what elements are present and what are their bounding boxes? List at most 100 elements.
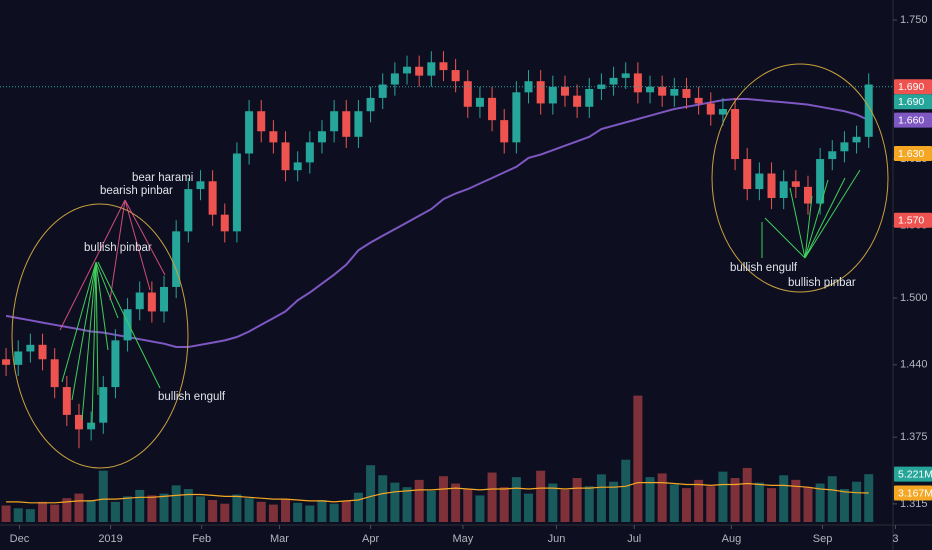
candle-body [439,62,448,71]
annotation: bullish engulf [730,262,798,274]
volume-bar [438,476,448,522]
volume-bar [135,489,145,522]
candle-body [864,84,873,137]
price-badge-label: 3.167M [898,487,932,499]
candle-body [755,173,764,190]
volume-bar [183,489,193,522]
volume-bar [426,490,436,522]
volume-bar [390,482,400,522]
volume-bar [657,473,667,522]
candle-body [378,84,387,98]
candle-body [731,109,740,160]
volume-bar [317,500,327,522]
volume-bar [86,500,96,522]
volume-bar [110,501,120,522]
candle-body [427,62,436,76]
x-tick-label: Jun [548,533,566,545]
price-badge [894,112,932,128]
volume-ma-line [6,482,869,504]
price-layer [0,51,893,449]
candle-body [317,131,326,143]
volume-bar [232,494,242,522]
candle-body [500,120,509,143]
arrows [59,199,166,331]
volume-bar [669,484,679,522]
volume-bar [256,501,266,522]
volume-bar [451,483,461,522]
y-tick-label: 1.750 [900,14,928,26]
volume-bar [609,481,619,522]
volume-bar [38,501,48,522]
x-tick-label: Dec [10,533,30,545]
volume-bar [208,500,218,522]
candle-body [160,286,169,312]
candle-body [208,181,217,215]
candle-body [74,414,83,430]
volume-bar [852,481,862,522]
price-badge-label: 1.690 [898,81,924,93]
x-tick-label: Jul [627,533,641,545]
volume-bar [633,395,643,522]
x-tick-label: May [453,533,474,545]
candle-body [658,86,667,96]
price-badge-label: 1.630 [898,148,924,160]
volume-bar [621,459,631,522]
volume-bar [815,483,825,522]
candle-body [488,97,497,121]
candle-body [50,359,59,388]
axis-layer: 1.7501.6251.5651.5001.4401.3751.315Dec20… [10,14,932,545]
price-badge [894,212,932,228]
candle-body [330,111,339,132]
candle-body [135,292,144,310]
volume-bar [475,495,485,522]
arrow [97,261,161,389]
volume-bar [220,503,230,522]
price-badge-label: 1.660 [898,114,924,126]
y-tick-label: 1.500 [900,292,928,304]
x-tick-label: Apr [362,533,379,545]
volume-bar [536,470,546,522]
candle-body [633,73,642,93]
candle-body [767,173,776,198]
candle-body [403,66,412,74]
candle-body [779,181,788,198]
arrow [764,169,861,259]
candle-body [26,344,35,352]
volume-bar [25,509,35,522]
volume-bar [74,493,84,522]
y-tick-label: 1.440 [900,359,928,371]
volume-bar [839,489,849,522]
volume-bar [329,503,339,522]
candle-body [366,97,375,112]
volume-bar [50,504,60,522]
volume-bar [414,479,424,522]
candle-body [585,88,594,107]
arrows [61,169,861,426]
candle-body [852,136,861,143]
arrow [61,261,119,426]
candle-body [548,86,557,104]
volume-bar [511,477,521,522]
volume-bar [730,478,740,522]
volume-layer [1,395,874,522]
volume-bar [767,488,777,522]
candle-body [172,231,181,287]
candle-body [293,162,302,171]
candle-body [390,73,399,85]
price-badge [894,466,932,482]
candle-body [573,95,582,107]
candle-body [463,81,472,107]
candle-body [646,86,655,93]
volume-bar [244,498,254,522]
highlight-ellipse [711,63,889,293]
price-badge [894,145,932,161]
y-tick-label: 1.375 [900,431,928,443]
volume-bar [548,483,558,522]
candle-body [305,142,314,163]
candle-body [281,142,290,171]
candle-body [2,359,11,365]
volume-bar [779,475,789,522]
annotation: bullish pinbar [84,242,152,254]
candle-body [512,92,521,143]
y-tick-label: 1.315 [900,498,928,510]
